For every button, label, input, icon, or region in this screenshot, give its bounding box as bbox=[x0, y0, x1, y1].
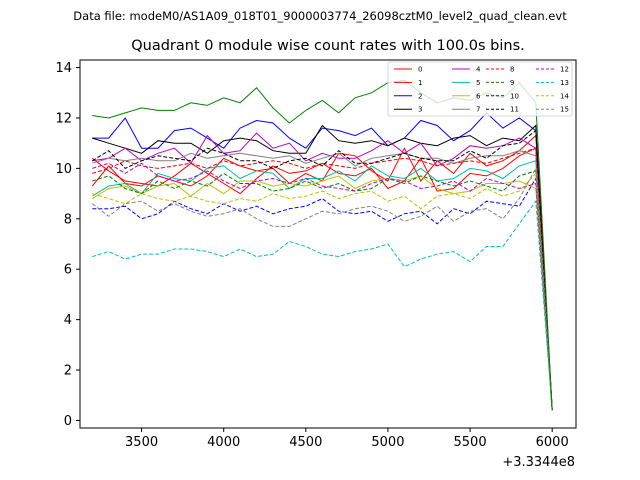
legend-label-14: 14 bbox=[560, 92, 569, 100]
series-line-14 bbox=[92, 172, 553, 411]
x-tick-label: 6000 bbox=[536, 435, 569, 450]
series-line-11 bbox=[92, 129, 553, 411]
x-tick-label: 4000 bbox=[207, 435, 240, 450]
legend-label-6: 6 bbox=[476, 92, 481, 100]
x-tick-label: 3500 bbox=[125, 435, 158, 450]
legend-label-1: 1 bbox=[418, 79, 422, 87]
x-tick-label: 4500 bbox=[289, 435, 322, 450]
legend-label-12: 12 bbox=[560, 66, 569, 74]
y-tick-label: 12 bbox=[55, 111, 72, 126]
y-tick-label: 4 bbox=[64, 313, 72, 328]
y-tick-label: 8 bbox=[64, 212, 72, 227]
legend-label-9: 9 bbox=[510, 79, 514, 87]
legend-label-0: 0 bbox=[418, 66, 422, 74]
y-tick-label: 10 bbox=[55, 162, 72, 177]
series-line-3 bbox=[92, 124, 553, 411]
y-tick-label: 6 bbox=[64, 263, 72, 278]
legend-label-13: 13 bbox=[560, 79, 569, 87]
axes-frame bbox=[79, 59, 577, 429]
series-line-13 bbox=[92, 199, 553, 411]
x-tick-label: 5500 bbox=[454, 435, 487, 450]
series-line-2 bbox=[92, 112, 553, 411]
legend-box bbox=[387, 61, 573, 117]
series-line-6 bbox=[92, 175, 553, 411]
series-line-10 bbox=[92, 176, 553, 411]
legend-label-15: 15 bbox=[560, 106, 569, 114]
series-line-1 bbox=[91, 147, 553, 411]
x-tick-label: 5000 bbox=[371, 435, 404, 450]
y-tick-label: 14 bbox=[55, 61, 72, 76]
legend-label-3: 3 bbox=[418, 106, 422, 114]
chart-title: Quadrant 0 module wise count rates with … bbox=[131, 38, 525, 54]
series-line-4 bbox=[92, 132, 553, 411]
series-line-8 bbox=[92, 147, 553, 411]
legend-label-10: 10 bbox=[510, 92, 519, 100]
legend-label-2: 2 bbox=[418, 92, 422, 100]
plot-area bbox=[91, 79, 553, 411]
series-line-9 bbox=[92, 170, 553, 411]
figure-suptitle: Data file: modeM0/AS1A09_018T01_90000037… bbox=[73, 9, 567, 23]
series-line-12 bbox=[92, 162, 553, 411]
series-line-5 bbox=[92, 160, 553, 411]
y-tick-label: 2 bbox=[64, 364, 72, 379]
legend-label-8: 8 bbox=[510, 66, 514, 74]
series-line-15 bbox=[91, 166, 553, 411]
series-line-7 bbox=[92, 150, 553, 411]
legend-label-7: 7 bbox=[476, 106, 480, 114]
y-tick-label: 0 bbox=[64, 414, 72, 429]
legend-label-5: 5 bbox=[476, 79, 480, 87]
legend-label-4: 4 bbox=[476, 66, 481, 74]
legend-label-11: 11 bbox=[510, 106, 519, 114]
series-line-extra bbox=[92, 79, 553, 411]
x-offset-label: +3.3344e8 bbox=[502, 455, 575, 470]
